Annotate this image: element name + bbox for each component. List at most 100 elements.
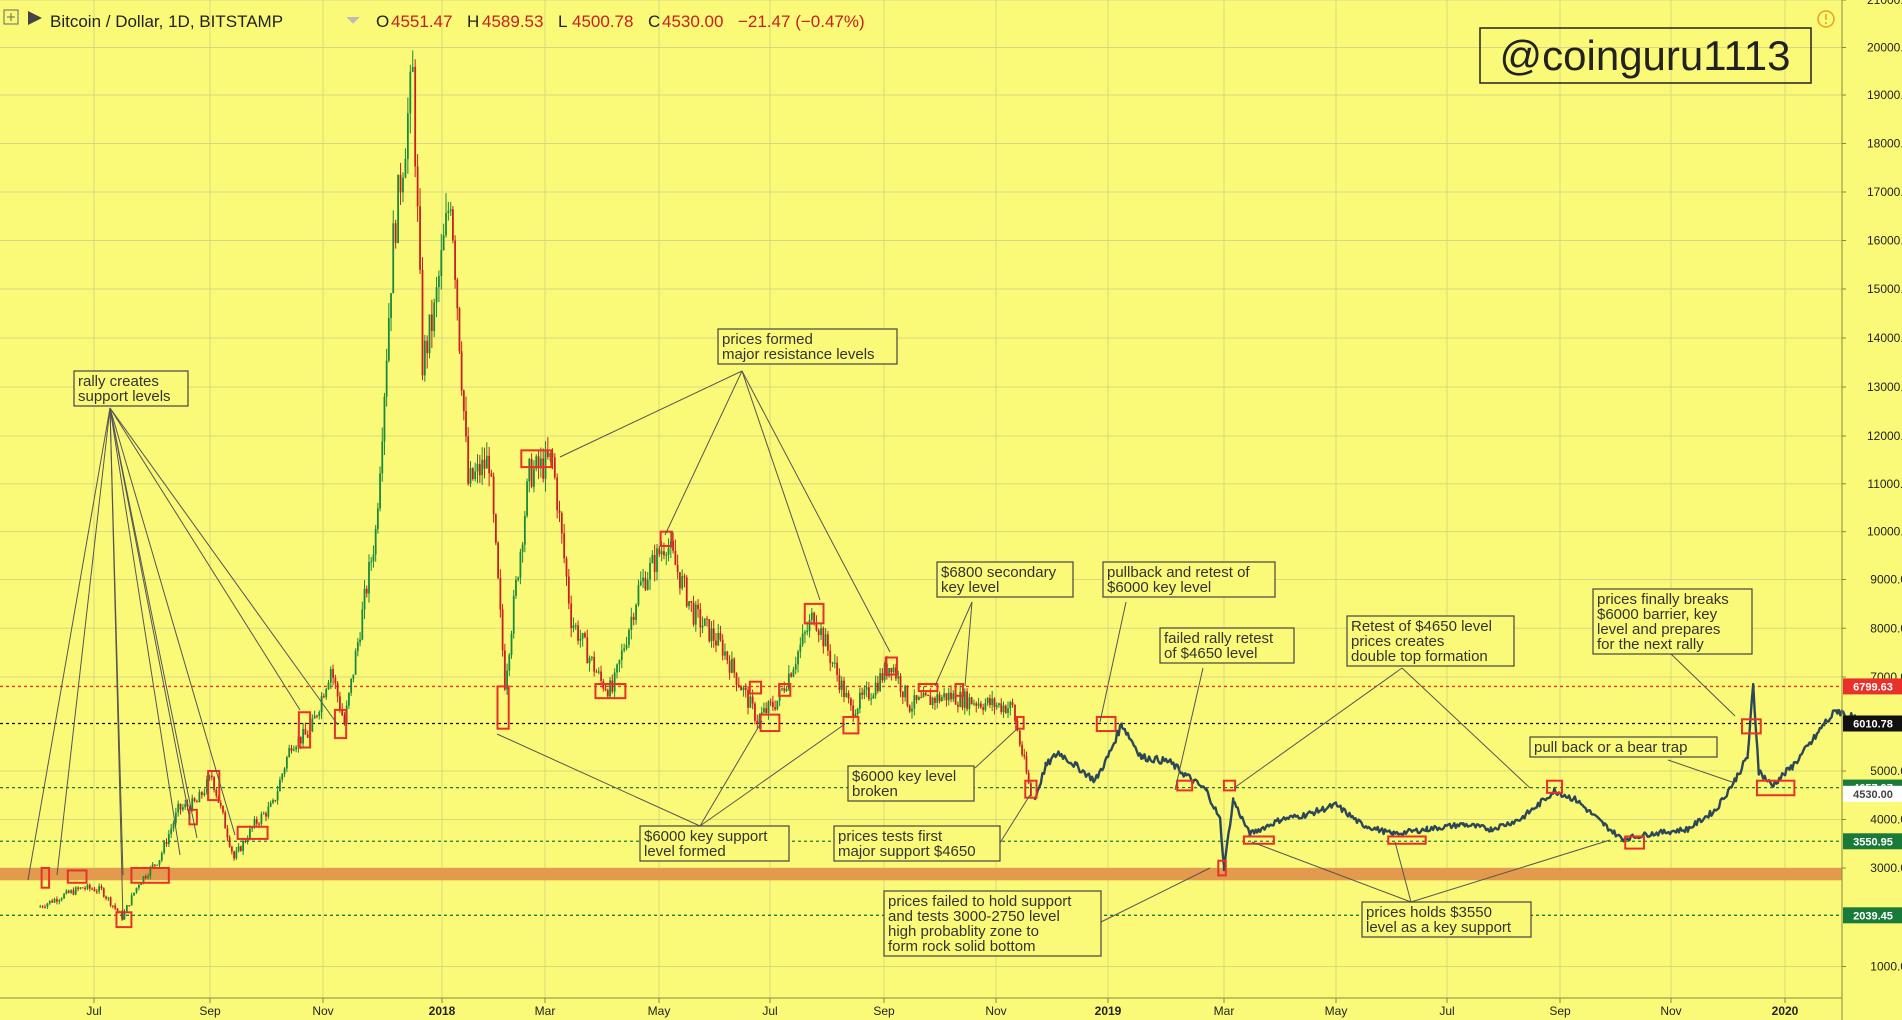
candle-body	[831, 662, 834, 664]
candle-body	[609, 680, 611, 697]
annotation-pointer	[1100, 867, 1211, 923]
candle-body	[281, 773, 284, 780]
candle-body	[959, 691, 962, 707]
candle-body	[95, 891, 98, 893]
candle-body	[833, 662, 836, 664]
candle-body	[799, 644, 802, 652]
candle-body	[717, 633, 720, 646]
x-axis[interactable]: Jul Sep Nov 2018 Mar May Jul Sep Nov 2019 Mar May Ju…	[86, 998, 1799, 1018]
candle-body	[102, 888, 105, 897]
candle-body	[276, 791, 279, 801]
candle-body	[726, 651, 729, 661]
candle-body	[246, 839, 249, 842]
candle-body	[827, 634, 829, 651]
y-tick-label: 14000.00	[1867, 331, 1902, 345]
candle-body	[501, 609, 504, 651]
candle-body	[46, 903, 49, 907]
candle-body	[428, 314, 431, 354]
x-tick-label: 2018	[429, 1004, 456, 1018]
candle-body	[542, 458, 545, 479]
annotation-pointer	[109, 407, 236, 836]
annotation-text: key level	[941, 579, 999, 596]
annotation-box	[1102, 561, 1276, 598]
candle-body	[876, 682, 879, 691]
candle-body	[318, 712, 321, 716]
highlight-box	[778, 683, 792, 697]
highlight-box	[520, 449, 553, 469]
candle-body	[128, 905, 131, 907]
chevron-down-icon[interactable]	[346, 16, 360, 24]
y-axis[interactable]: 21000.00 20000.00 19000.00 18000.00 17000.00…	[1842, 0, 1902, 974]
candle-body	[86, 884, 89, 889]
candle-body	[658, 548, 661, 555]
candle-body	[957, 704, 959, 707]
candle-body	[979, 703, 982, 708]
candle-body	[445, 213, 447, 236]
candle-body	[213, 777, 215, 790]
candle-body	[712, 628, 715, 641]
candle-body	[646, 579, 649, 590]
candle-body	[193, 798, 196, 802]
annotation-text: $6000 key level	[1107, 579, 1211, 596]
candle-body	[913, 695, 916, 709]
candle-body	[885, 663, 888, 677]
x-tick-label: Jul	[762, 1004, 777, 1018]
candle-body	[952, 693, 955, 700]
annotation-pointer	[109, 407, 124, 876]
candle-body	[669, 541, 672, 548]
level-tag-label: 6799.63	[1853, 681, 1893, 693]
candle-body	[735, 672, 738, 685]
y-tick-label: 3000.00	[1870, 861, 1902, 875]
candle-body	[613, 672, 616, 692]
annotation-pointer	[1401, 667, 1531, 789]
candle-body	[656, 548, 658, 572]
candle-body	[881, 673, 884, 681]
y-tick-label: 12000.00	[1867, 429, 1902, 443]
candle-body	[203, 792, 206, 796]
candle-body	[438, 275, 440, 288]
annotation-box	[1159, 627, 1295, 664]
candle-body	[456, 279, 459, 309]
candle-body	[237, 846, 240, 851]
annotation-pointer	[934, 601, 973, 687]
symbol-title[interactable]: Bitcoin / Dollar, 1D, BITSTAMP	[50, 12, 283, 31]
candle-body	[721, 639, 724, 656]
candle-body	[694, 604, 697, 625]
candle-body	[77, 887, 79, 889]
candle-body	[570, 603, 573, 629]
highlight-box	[115, 911, 133, 929]
candle-body	[149, 867, 152, 877]
annotation-box	[847, 765, 975, 802]
candle-body	[423, 340, 426, 376]
candle-body	[731, 658, 733, 673]
candle-body	[906, 685, 909, 706]
highlight-box	[1546, 779, 1564, 794]
candle-body	[533, 468, 535, 487]
candle-body	[224, 812, 227, 829]
candle-body	[426, 340, 429, 354]
alert-icon[interactable]	[1817, 10, 1835, 28]
candle-body	[93, 889, 96, 892]
highlight-box	[884, 656, 898, 676]
candle-body	[954, 693, 957, 705]
candle-body	[510, 633, 513, 655]
candle-body	[458, 308, 461, 352]
y-tick-label: 15000.00	[1867, 282, 1902, 296]
candle-body	[897, 676, 900, 679]
candle-body	[332, 669, 334, 678]
annotation-text: failed rally retest	[1164, 630, 1274, 647]
candle-body	[708, 619, 711, 642]
annotation-text: level and prepares	[1597, 621, 1720, 638]
candle-body	[1004, 705, 1007, 713]
expand-icon[interactable]	[3, 9, 19, 25]
candle-body	[787, 673, 790, 689]
highlight-box	[1217, 859, 1227, 877]
candle-body	[651, 555, 654, 563]
candle-body	[84, 888, 87, 890]
candle-body	[968, 697, 971, 709]
candle-body	[158, 860, 161, 865]
candle-body	[975, 703, 978, 706]
candle-body	[279, 779, 281, 792]
candle-body	[156, 864, 159, 866]
